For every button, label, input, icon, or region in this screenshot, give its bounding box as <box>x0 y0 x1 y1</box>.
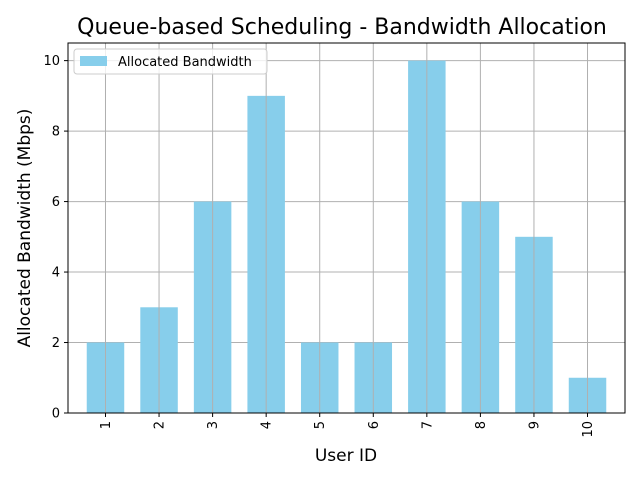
y-tick-label: 0 <box>52 407 60 422</box>
x-tick-labels: 1 2 3 4 5 6 7 8 9 10 <box>99 421 596 438</box>
legend: Allocated Bandwidth <box>73 48 268 75</box>
x-tick-label: 9 <box>527 421 542 429</box>
legend-swatch <box>80 56 107 66</box>
x-tick-label: 1 <box>99 421 114 429</box>
x-tick-label: 10 <box>581 421 596 438</box>
legend-box <box>73 48 268 75</box>
bars <box>86 60 607 413</box>
y-tick-label: 2 <box>52 336 60 351</box>
x-tick-label: 8 <box>474 421 489 429</box>
y-tick-label: 10 <box>43 54 60 69</box>
y-tick-label: 4 <box>52 266 60 281</box>
y-tick-labels: 0 2 4 6 8 10 <box>43 54 60 421</box>
x-tick-label: 7 <box>420 421 435 429</box>
plot-frame <box>67 42 626 414</box>
x-tick-label: 5 <box>313 421 328 429</box>
y-tick-label: 6 <box>52 195 60 210</box>
legend-label: Allocated Bandwidth <box>118 55 252 70</box>
y-axis-label: Allocated Bandwidth (Mbps) <box>15 109 35 348</box>
x-tick-label: 3 <box>206 421 221 429</box>
chart-title: Queue-based Scheduling - Bandwidth Alloc… <box>77 15 607 40</box>
y-tick-label: 8 <box>52 125 60 140</box>
x-tick-label: 2 <box>153 421 168 429</box>
x-tick-label: 6 <box>367 421 382 429</box>
x-tick-label: 4 <box>260 421 275 429</box>
grid-lines-over <box>104 43 589 413</box>
axes <box>64 42 626 417</box>
x-axis-label: User ID <box>315 446 377 466</box>
